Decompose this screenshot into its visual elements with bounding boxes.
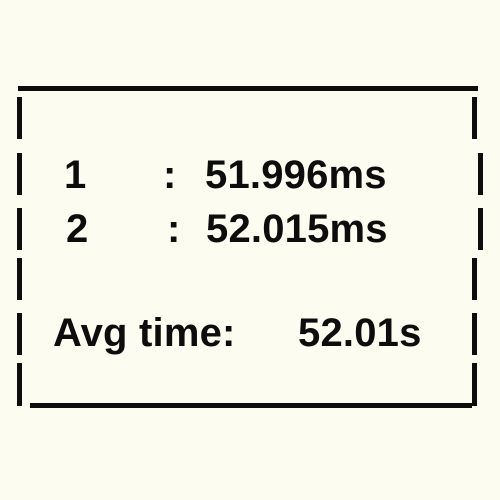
box-left-pipe [17,97,22,139]
box-top-border [18,86,478,91]
box-right-pipe [472,258,477,300]
box-left-pipe [17,313,22,355]
row-index: 1 [64,153,87,197]
box-right-pipe [472,313,477,355]
average-value: 52.01s [298,311,422,355]
box-left-pipe [17,208,22,250]
box-left-pipe [17,363,22,406]
row-time-value: 52.015ms [206,207,388,251]
row-separator: : [163,153,177,197]
box-right-pipe [472,97,477,139]
row-separator: : [167,207,181,251]
box-bottom-border [30,403,472,408]
row-index: 2 [66,207,89,251]
box-right-pipe [478,153,483,195]
box-right-pipe [472,363,477,406]
box-right-pipe [478,208,483,250]
row-time-value: 51.996ms [205,153,387,197]
box-left-pipe [17,258,22,300]
average-label: Avg time: [53,311,236,355]
box-left-pipe [17,153,22,195]
